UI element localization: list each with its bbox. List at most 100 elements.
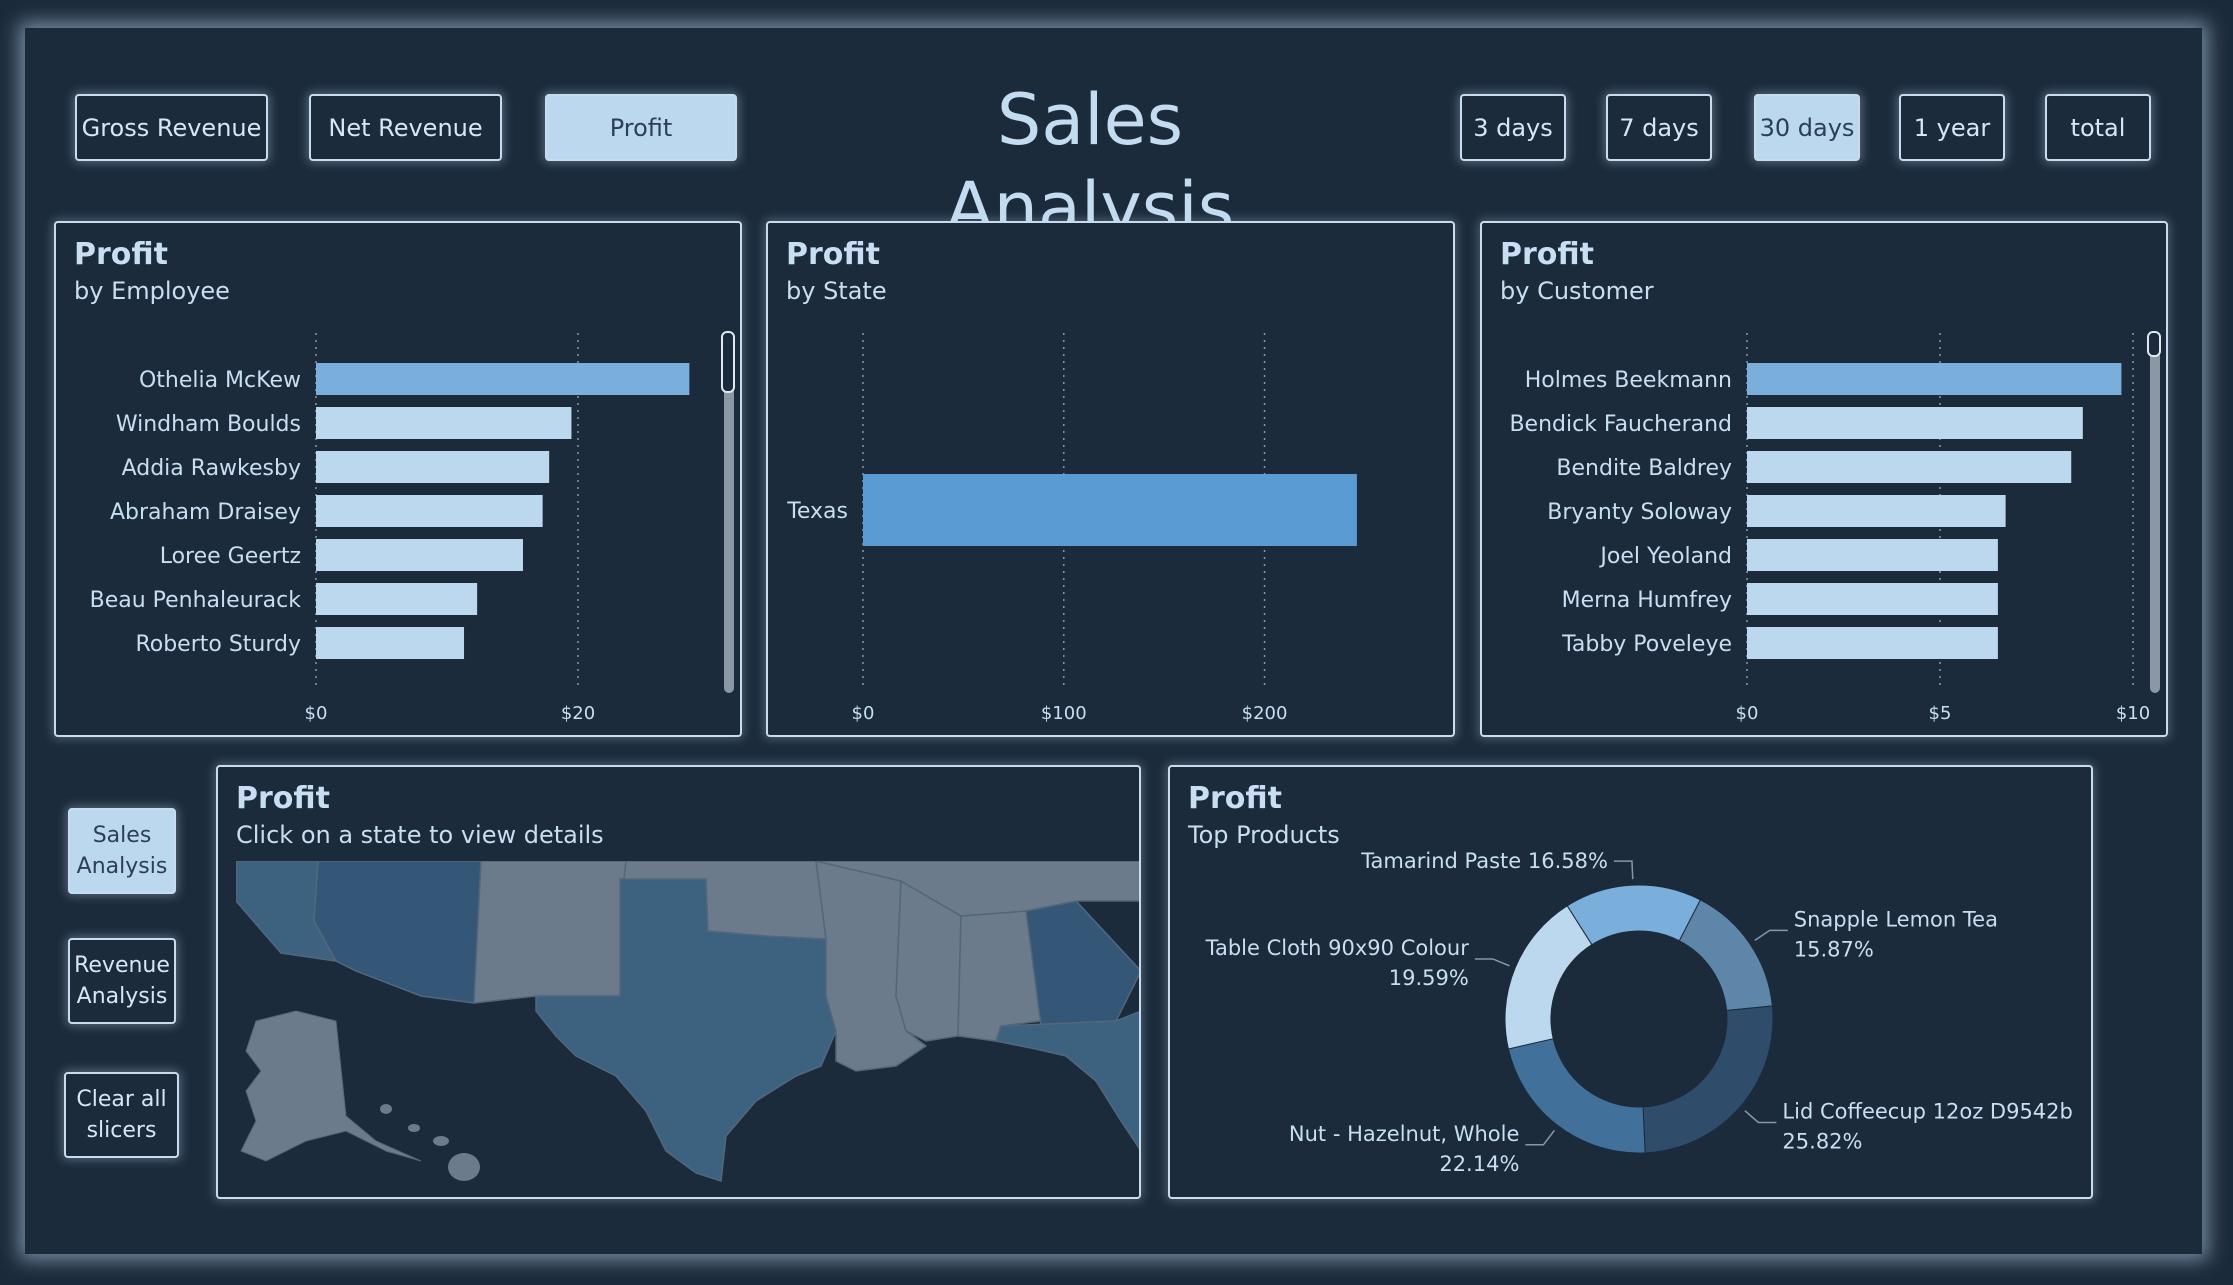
range-3-days-button[interactable]: 3 days [1460, 94, 1566, 161]
customer-bar-chart[interactable]: $0 $5 $10 Holmes Beekmann Bendick Faucherand… [1482, 223, 2168, 737]
bar[interactable] [1747, 451, 2072, 483]
top-products-donut-chart[interactable]: Tamarind Paste 16.58% Snapple Lemon Tea 15… [1170, 767, 2093, 1199]
state-tennessee[interactable] [815, 861, 1141, 917]
panel-title: Profit [1500, 237, 1594, 272]
profit-by-customer-panel: Profit by Customer $0 $5 $10 Holmes Beekman… [1480, 221, 2168, 737]
category-label: Addia Rawkesby [122, 456, 301, 481]
panel-title: Profit [786, 237, 880, 272]
bar[interactable] [316, 539, 523, 571]
category-label: Merna Humfrey [1562, 588, 1732, 613]
slice-label: Snapple Lemon Tea [1794, 907, 1998, 931]
category-label: Beau Penhaleurack [90, 588, 302, 613]
revenue-analysis-nav-button[interactable]: Revenue Analysis [68, 938, 176, 1024]
x-tick-label: $20 [561, 703, 595, 724]
donut-slice[interactable] [1504, 905, 1593, 1050]
donut-slice[interactable] [1566, 884, 1702, 946]
profit-by-state-panel: Profit by State $0 $100 $200 Texas [766, 221, 1455, 737]
panel-subtitle: by State [786, 277, 887, 305]
state-new-mexico[interactable] [473, 861, 627, 1004]
bar[interactable] [316, 451, 550, 483]
bar[interactable] [316, 583, 478, 615]
x-tick-label: $10 [2116, 703, 2150, 724]
category-label: Texas [786, 499, 848, 524]
gross-revenue-button[interactable]: Gross Revenue [75, 94, 268, 161]
donut-slice[interactable] [1507, 1038, 1646, 1154]
leader-line [1474, 958, 1510, 967]
range-1-year-button[interactable]: 1 year [1899, 94, 2005, 161]
category-label: Othelia McKew [139, 368, 301, 393]
bar[interactable] [316, 495, 543, 527]
panel-subtitle: by Customer [1500, 277, 1654, 305]
category-label: Joel Yeoland [1598, 544, 1732, 569]
slice-label: Lid Coffeecup 12oz D9542b [1782, 1099, 2072, 1123]
bar[interactable] [863, 474, 1357, 546]
state-hawaii-oahu[interactable] [408, 1124, 420, 1132]
panel-title: Profit [1188, 781, 1282, 816]
profit-button[interactable]: Profit [545, 94, 737, 161]
leader-line [1525, 1130, 1555, 1146]
category-label: Bendick Faucherand [1509, 412, 1732, 437]
x-tick-label: $0 [852, 703, 875, 724]
slice-label: Tamarind Paste 16.58% [1360, 849, 1608, 873]
net-revenue-button[interactable]: Net Revenue [309, 94, 502, 161]
donut-slice[interactable] [1678, 899, 1773, 1011]
leader-line [1613, 860, 1634, 880]
category-label: Bendite Baldrey [1556, 456, 1732, 481]
panel-title: Profit [236, 781, 330, 816]
scrollbar-thumb[interactable] [721, 331, 735, 393]
range-7-days-button[interactable]: 7 days [1606, 94, 1712, 161]
bar[interactable] [1747, 627, 1998, 659]
x-tick-label: $100 [1041, 703, 1087, 724]
slice-label: Table Cloth 90x90 Colour [1205, 936, 1470, 960]
bar[interactable] [316, 363, 690, 395]
state-hawaii-maui[interactable] [433, 1136, 449, 1146]
state-hawaii-kauai[interactable] [380, 1104, 392, 1114]
panel-subtitle: Top Products [1188, 821, 1340, 849]
state-alaska[interactable] [240, 1010, 422, 1162]
range-30-days-button[interactable]: 30 days [1754, 94, 1860, 161]
profit-top-products-panel: Profit Top Products Tamarind Paste 16.58… [1168, 765, 2093, 1199]
state-florida[interactable] [995, 1010, 1141, 1151]
scrollbar-track[interactable] [724, 333, 734, 693]
profit-map-panel: Profit Click on a state to view details [216, 765, 1141, 1199]
sales-analysis-nav-button[interactable]: Sales Analysis [68, 808, 176, 894]
bar[interactable] [1747, 539, 1998, 571]
panel-subtitle: by Employee [74, 277, 230, 305]
panel-title: Profit [74, 237, 168, 272]
category-label: Bryanty Soloway [1547, 500, 1732, 525]
bar[interactable] [1747, 495, 2006, 527]
us-state-map[interactable] [236, 861, 1141, 1196]
category-label: Abraham Draisey [110, 500, 301, 525]
scrollbar-thumb[interactable] [2147, 331, 2161, 357]
slice-percent: 19.59% [1389, 966, 1469, 990]
x-tick-label: $200 [1242, 703, 1288, 724]
category-label: Roberto Sturdy [135, 632, 301, 657]
slice-label: Nut - Hazelnut, Whole [1289, 1122, 1520, 1146]
state-bar-chart[interactable]: $0 $100 $200 Texas [768, 223, 1455, 737]
x-tick-label: $0 [305, 703, 328, 724]
bar[interactable] [316, 407, 572, 439]
x-tick-label: $0 [1736, 703, 1759, 724]
x-tick-label: $5 [1929, 703, 1952, 724]
category-label: Holmes Beekmann [1525, 368, 1732, 393]
profit-by-employee-panel: Profit by Employee $0 $20 Othelia McKew Win… [54, 221, 742, 737]
bar[interactable] [1747, 407, 2083, 439]
slice-percent: 25.82% [1782, 1129, 1862, 1153]
panel-subtitle: Click on a state to view details [236, 821, 604, 849]
bar[interactable] [316, 627, 465, 659]
bar[interactable] [1747, 363, 2122, 395]
slice-percent: 15.87% [1794, 937, 1874, 961]
leader-line [1754, 929, 1788, 942]
bar[interactable] [1747, 583, 1998, 615]
leader-line [1744, 1110, 1777, 1124]
slice-percent: 22.14% [1439, 1152, 1519, 1176]
employee-bar-chart[interactable]: $0 $20 Othelia McKew Windham Boulds Addia Ra… [56, 223, 742, 737]
clear-all-slicers-button[interactable]: Clear all slicers [64, 1072, 179, 1158]
state-hawaii-island[interactable] [448, 1153, 480, 1181]
donut-slice[interactable] [1642, 1005, 1774, 1154]
category-label: Loree Geertz [160, 544, 301, 569]
range-total-button[interactable]: total [2045, 94, 2151, 161]
category-label: Windham Boulds [116, 412, 301, 437]
category-label: Tabby Poveleye [1561, 632, 1732, 657]
scrollbar-track[interactable] [2150, 333, 2160, 693]
